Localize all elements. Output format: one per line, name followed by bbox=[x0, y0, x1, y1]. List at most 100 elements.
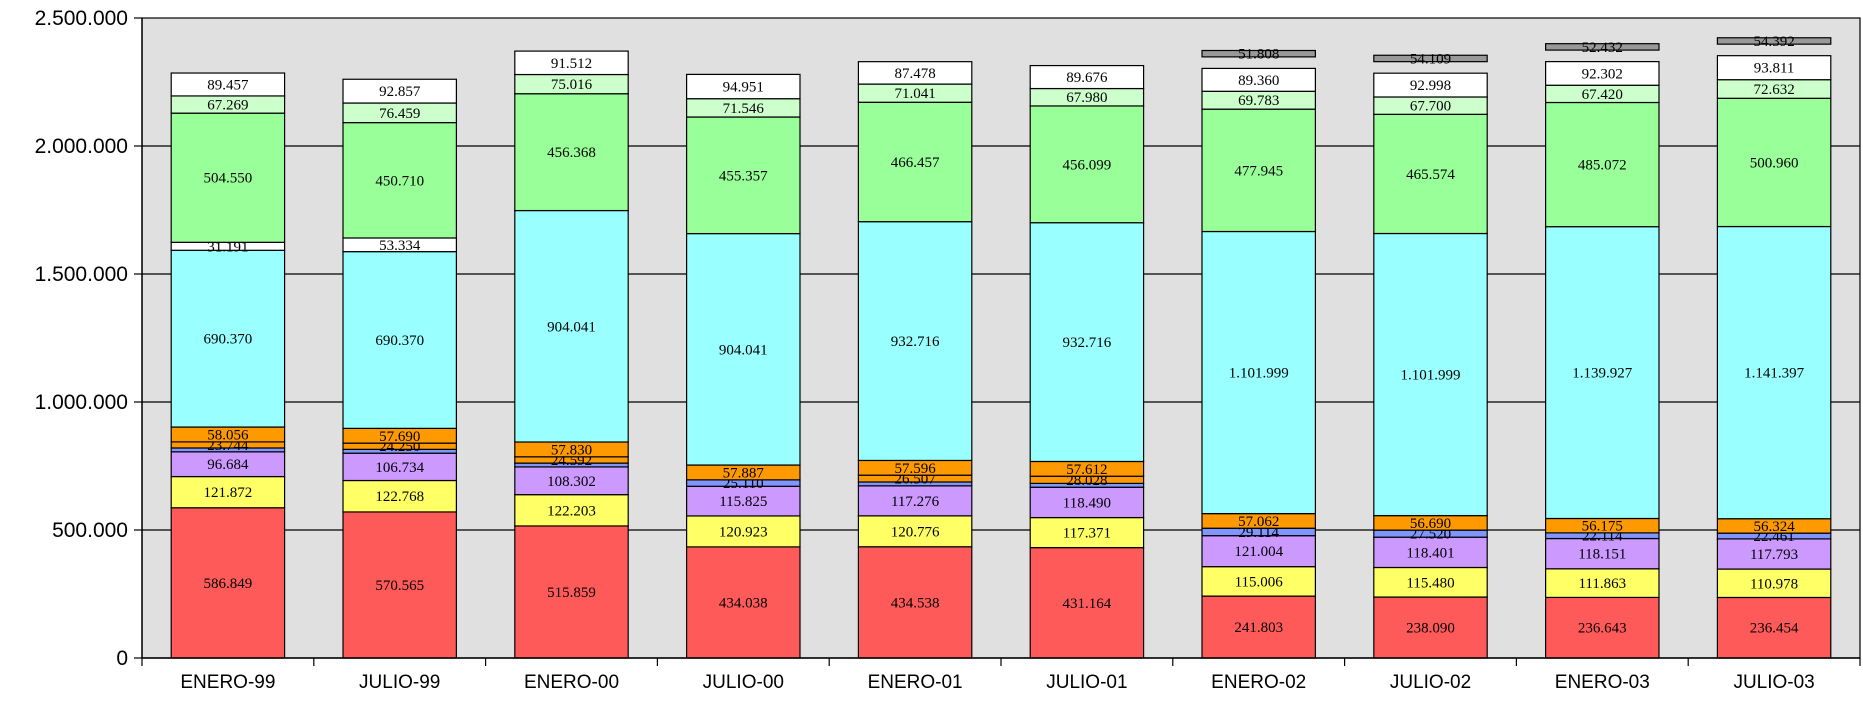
bar-segment bbox=[1545, 101, 1660, 228]
bar-segment bbox=[1373, 566, 1488, 598]
data-label: 111.863 bbox=[1578, 576, 1626, 592]
x-tick-label: ENERO-02 bbox=[1211, 672, 1306, 693]
bar-segment bbox=[686, 515, 801, 548]
data-label: 108.302 bbox=[547, 474, 596, 490]
bar-segment bbox=[342, 121, 457, 239]
y-tick-label: 2.500.000 bbox=[35, 7, 128, 30]
data-label: 586.849 bbox=[204, 576, 253, 592]
bar-segment bbox=[514, 525, 629, 659]
data-label: 76.459 bbox=[379, 106, 420, 122]
data-label: 485.072 bbox=[1578, 158, 1627, 174]
bar-segment bbox=[1201, 67, 1316, 92]
bar-segment bbox=[1545, 61, 1660, 86]
data-label: 904.041 bbox=[719, 342, 768, 358]
bar-segment bbox=[1716, 538, 1832, 570]
data-label: 456.368 bbox=[547, 145, 596, 161]
bar-segment bbox=[1373, 536, 1488, 569]
data-label: 87.478 bbox=[894, 66, 935, 82]
data-label: 1.139.927 bbox=[1572, 366, 1633, 382]
bar-segment bbox=[1029, 222, 1145, 463]
data-label: 67.269 bbox=[207, 98, 248, 114]
bar-segment bbox=[1716, 97, 1832, 228]
bar-segment bbox=[686, 73, 801, 100]
y-tick-label: 2.000.000 bbox=[35, 135, 128, 158]
bar-segment bbox=[1373, 232, 1488, 517]
data-label: 121.872 bbox=[204, 485, 253, 501]
bar-segment bbox=[342, 452, 457, 482]
bar-segment bbox=[686, 232, 801, 466]
x-tick-label: JULIO-99 bbox=[359, 672, 440, 693]
bar-segment bbox=[1373, 72, 1488, 98]
data-label: 56.175 bbox=[1582, 519, 1623, 535]
data-label: 690.370 bbox=[375, 333, 424, 349]
data-label: 122.768 bbox=[375, 489, 424, 505]
data-label: 118.151 bbox=[1578, 547, 1626, 563]
data-label: 904.041 bbox=[547, 319, 596, 335]
data-label: 236.454 bbox=[1750, 621, 1799, 637]
bar-segment bbox=[857, 61, 973, 85]
bar-segment bbox=[514, 50, 629, 76]
data-label: 1.101.999 bbox=[1229, 366, 1289, 382]
data-label: 504.550 bbox=[204, 171, 253, 187]
bar-segment bbox=[514, 93, 629, 212]
y-tick-label: 0 bbox=[116, 647, 128, 670]
data-label: 122.203 bbox=[547, 503, 596, 519]
bar-segment bbox=[857, 221, 973, 462]
y-tick-label: 1.000.000 bbox=[35, 391, 128, 414]
bar-segment bbox=[857, 515, 973, 548]
data-label: 1.141.397 bbox=[1744, 366, 1805, 382]
bar-segment bbox=[857, 485, 973, 517]
data-label: 121.004 bbox=[1234, 544, 1283, 560]
data-label: 118.401 bbox=[1406, 545, 1454, 561]
data-label: 120.923 bbox=[719, 524, 768, 540]
bar-segment bbox=[1373, 113, 1488, 235]
data-label: 431.164 bbox=[1063, 596, 1112, 612]
bar-segment bbox=[1373, 54, 1488, 63]
bar-segment bbox=[170, 72, 286, 97]
bar-segment bbox=[514, 466, 629, 496]
data-label: 117.793 bbox=[1750, 547, 1798, 563]
data-label: 115.825 bbox=[719, 494, 767, 510]
data-label: 89.457 bbox=[207, 77, 249, 93]
data-label: 241.803 bbox=[1234, 620, 1283, 636]
data-label: 58.056 bbox=[207, 427, 249, 443]
bar-segment bbox=[1029, 516, 1145, 549]
bar-segment bbox=[1545, 43, 1660, 51]
data-label: 89.676 bbox=[1066, 70, 1108, 86]
data-label: 71.041 bbox=[894, 86, 935, 102]
data-label: 57.830 bbox=[551, 442, 592, 458]
bar-segment bbox=[342, 511, 457, 659]
data-label: 434.538 bbox=[891, 595, 940, 611]
data-label: 67.420 bbox=[1582, 87, 1623, 103]
y-tick-label: 1.500.000 bbox=[35, 263, 128, 286]
data-label: 67.980 bbox=[1066, 90, 1107, 106]
data-label: 92.998 bbox=[1410, 78, 1451, 94]
x-tick-label: ENERO-00 bbox=[524, 672, 619, 693]
data-label: 1.101.999 bbox=[1401, 368, 1461, 384]
data-label: 455.357 bbox=[719, 168, 768, 184]
data-label: 29.114 bbox=[1238, 525, 1279, 541]
data-label: 434.038 bbox=[719, 595, 768, 611]
bar-segment bbox=[686, 546, 801, 659]
bar-segment bbox=[1029, 105, 1145, 224]
x-tick-label: JULIO-01 bbox=[1046, 672, 1127, 693]
data-label: 67.700 bbox=[1410, 99, 1451, 115]
data-label: 120.776 bbox=[891, 524, 940, 540]
data-label: 477.945 bbox=[1234, 163, 1283, 179]
bar-segment bbox=[1545, 568, 1660, 599]
data-label: 54.109 bbox=[1410, 51, 1451, 67]
data-label: 72.632 bbox=[1753, 82, 1794, 98]
data-label: 690.370 bbox=[204, 332, 253, 348]
data-label: 57.612 bbox=[1066, 462, 1107, 478]
data-label: 56.324 bbox=[1753, 519, 1795, 535]
x-tick-label: ENERO-03 bbox=[1555, 672, 1650, 693]
data-label: 93.811 bbox=[1754, 61, 1795, 77]
bar-segment bbox=[1716, 37, 1832, 45]
data-label: 110.978 bbox=[1750, 576, 1798, 592]
data-label: 456.099 bbox=[1063, 157, 1112, 173]
data-label: 51.808 bbox=[1238, 47, 1279, 63]
data-label: 118.490 bbox=[1063, 495, 1111, 511]
data-label: 465.574 bbox=[1406, 167, 1455, 183]
bar-segment bbox=[1201, 566, 1316, 597]
